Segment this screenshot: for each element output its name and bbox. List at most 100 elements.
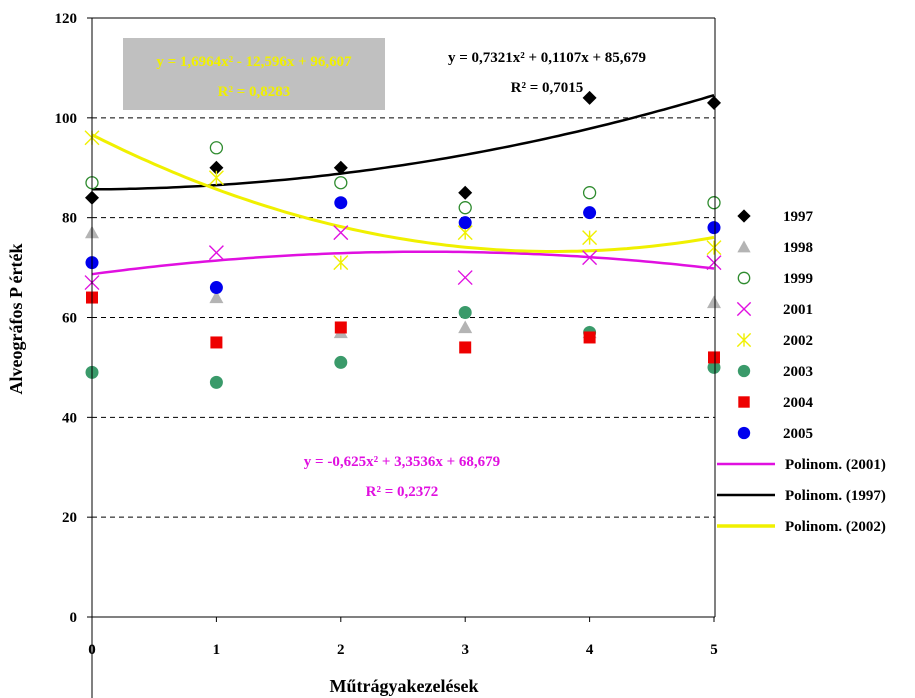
point-2001-4 (582, 250, 598, 266)
point-1999-1-shape (209, 141, 224, 155)
point-2001-3-shape (457, 270, 473, 286)
legend-marker-2005-shape (737, 426, 751, 440)
point-1999-1 (209, 141, 224, 155)
point-2005-5-shape (707, 221, 721, 235)
point-2003-3-shape (458, 306, 472, 320)
legend-label-trend-2: Polinom. (2002) (785, 519, 886, 535)
legend-marker-2001-shape (736, 301, 752, 317)
legend-marker-2005 (737, 426, 751, 440)
point-2003-1-shape (209, 375, 223, 389)
point-1999-2-shape (334, 176, 348, 190)
legend-label-1997: 1997 (783, 209, 814, 225)
legend-marker-2002-shape (736, 332, 752, 348)
legend-marker-1999-shape (737, 271, 751, 285)
y-tick-label-60: 60 (62, 311, 77, 327)
point-1998-5 (707, 295, 721, 309)
point-2002-1-shape (208, 170, 224, 186)
point-1997-4 (582, 90, 597, 105)
legend-label-trend-0: Polinom. (2001) (785, 457, 886, 473)
point-2002-2-shape (333, 255, 349, 271)
point-2001-4-shape (582, 250, 598, 266)
point-2005-2-shape (334, 196, 348, 210)
x-tick-label-2: 2 (337, 642, 345, 658)
legend-label-trend-1: Polinom. (1997) (785, 488, 886, 504)
point-1998-1-shape (209, 290, 224, 304)
y-tick-label-0: 0 (70, 610, 78, 626)
point-2002-4 (582, 230, 598, 246)
point-2001-1-shape (208, 245, 224, 261)
y-tick-label-20: 20 (62, 510, 77, 526)
point-1997-1 (209, 160, 224, 175)
point-2003-2-shape (334, 355, 348, 369)
trendline-1 (92, 93, 715, 191)
point-2001-2 (333, 225, 349, 241)
point-2001-5-shape (706, 255, 722, 271)
point-2004-4 (583, 331, 596, 344)
point-2004-3 (459, 341, 472, 354)
point-1999-4 (582, 186, 597, 200)
point-2005-4 (583, 206, 597, 220)
r2-2001: R² = 0,2372 (366, 484, 439, 500)
legend-label-2002: 2002 (783, 333, 813, 349)
legend-marker-2002 (736, 332, 752, 348)
point-2004-2-shape (334, 321, 347, 334)
point-2002-1 (208, 170, 224, 186)
gridlines (92, 17, 715, 518)
point-2005-1 (209, 281, 223, 295)
legend-marker-1998-shape (737, 240, 751, 253)
point-1999-5-shape (707, 196, 721, 210)
point-1997-5-shape (707, 95, 721, 110)
x-tick-label-3: 3 (461, 642, 469, 658)
legend-label-2001: 2001 (783, 302, 813, 318)
point-2001-3 (457, 270, 473, 286)
point-1999-4-shape (582, 186, 597, 200)
axes (87, 17, 716, 698)
point-2004-5-shape (708, 351, 720, 364)
x-tick-label-5: 5 (710, 642, 718, 658)
legend: 1997 1998 1999 2001 2002 2003 2004 2005 Polinom.… (717, 209, 886, 535)
point-1999-2 (334, 176, 348, 190)
legend-marker-2004 (738, 396, 750, 408)
r2-2002: R² = 0,8283 (218, 84, 291, 100)
y-tick-label-80: 80 (62, 211, 77, 227)
trendline-2 (91, 133, 715, 253)
legend-marker-1999 (737, 271, 751, 285)
point-1999-3-shape (458, 201, 472, 215)
point-2002-5-shape (706, 240, 722, 256)
x-tick-label-0: 0 (88, 642, 96, 658)
point-1997-4-shape (582, 90, 597, 105)
point-1997-5 (707, 95, 721, 110)
point-2005-5 (707, 221, 721, 235)
x-tick-label-1: 1 (213, 642, 221, 658)
point-2005-3 (458, 216, 472, 230)
legend-label-2004: 2004 (783, 395, 814, 411)
point-1997-3 (458, 185, 473, 200)
y-tick-label-100: 100 (55, 111, 78, 127)
equation-2001: y = -0,625x² + 3,3536x + 68,679 (304, 454, 500, 470)
point-1997-2 (333, 160, 348, 175)
y-tick-labels: 0 20 40 60 80 100 120 (55, 11, 78, 626)
point-2003-2 (334, 355, 348, 369)
legend-label-2003: 2003 (783, 364, 813, 380)
x-axis-title: Műtrágyakezelések (330, 676, 479, 696)
point-2004-5 (708, 351, 720, 364)
point-2003-5-shape (707, 360, 721, 374)
legend-marker-1998 (737, 240, 751, 253)
legend-marker-2003 (737, 364, 751, 378)
point-1998-1 (209, 290, 224, 304)
point-2005-3-shape (458, 216, 472, 230)
point-2001-2-shape (333, 225, 349, 241)
point-2004-1-shape (210, 336, 223, 349)
point-2003-1 (209, 375, 223, 389)
point-2005-1-shape (209, 281, 223, 295)
point-1997-3-shape (458, 185, 473, 200)
legend-label-2005: 2005 (783, 426, 813, 442)
point-1998-3 (458, 320, 473, 334)
legend-label-1998: 1998 (783, 240, 813, 256)
point-2002-5 (706, 240, 722, 256)
point-2002-2 (333, 255, 349, 271)
legend-marker-2004-shape (738, 396, 750, 408)
point-2005-2 (334, 196, 348, 210)
point-2002-4-shape (582, 230, 598, 246)
